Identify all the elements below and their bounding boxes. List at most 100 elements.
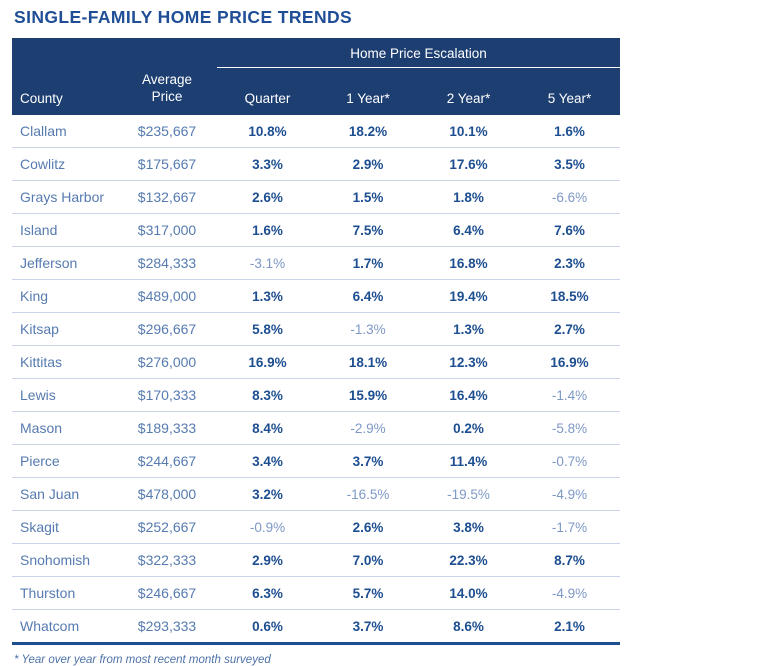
average-price-cell: $284,333	[117, 246, 217, 280]
average-price-cell: $489,000	[117, 279, 217, 313]
one-year-cell: -16.5%	[318, 477, 418, 511]
five-year-cell: -0.7%	[519, 444, 620, 478]
five-year-cell: 18.5%	[519, 279, 620, 313]
table-row-mason: Mason $189,333 8.4% -2.9% 0.2% -5.8%	[12, 411, 620, 445]
five-year-cell: 8.7%	[519, 543, 620, 577]
quarter-cell: 5.8%	[217, 312, 318, 346]
col-header-5-year: 5 Year*	[519, 67, 620, 115]
two-year-cell: 8.6%	[418, 609, 519, 645]
average-price-cell: $132,667	[117, 180, 217, 214]
one-year-cell: 3.7%	[318, 444, 418, 478]
five-year-cell: -4.9%	[519, 477, 620, 511]
col-header-average-price-label: Average Price	[141, 72, 193, 105]
one-year-cell: 6.4%	[318, 279, 418, 313]
average-price-cell: $244,667	[117, 444, 217, 478]
two-year-cell: 14.0%	[418, 576, 519, 610]
page-title: SINGLE-FAMILY HOME PRICE TRENDS	[14, 7, 353, 27]
table-row-whatcom: Whatcom $293,333 0.6% 3.7% 8.6% 2.1%	[12, 609, 620, 645]
average-price-cell: $478,000	[117, 477, 217, 511]
five-year-cell: 16.9%	[519, 345, 620, 379]
quarter-cell: 3.4%	[217, 444, 318, 478]
county-cell: San Juan	[12, 477, 117, 511]
table-row-lewis: Lewis $170,333 8.3% 15.9% 16.4% -1.4%	[12, 378, 620, 412]
table-row-thurston: Thurston $246,667 6.3% 5.7% 14.0% -4.9%	[12, 576, 620, 610]
two-year-cell: 17.6%	[418, 147, 519, 181]
average-price-cell: $170,333	[117, 378, 217, 412]
quarter-cell: 6.3%	[217, 576, 318, 610]
one-year-cell: 5.7%	[318, 576, 418, 610]
table-row-kitsap: Kitsap $296,667 5.8% -1.3% 1.3% 2.7%	[12, 312, 620, 346]
table-row-snohomish: Snohomish $322,333 2.9% 7.0% 22.3% 8.7%	[12, 543, 620, 577]
home-price-trends-table: County Average Price Home Price Escalati…	[12, 38, 620, 645]
one-year-cell: 15.9%	[318, 378, 418, 412]
average-price-cell: $252,667	[117, 510, 217, 544]
quarter-cell: 1.6%	[217, 213, 318, 247]
col-header-1-year: 1 Year*	[318, 67, 418, 115]
two-year-cell: 16.4%	[418, 378, 519, 412]
one-year-cell: -2.9%	[318, 411, 418, 445]
five-year-cell: 2.3%	[519, 246, 620, 280]
table-row-san-juan: San Juan $478,000 3.2% -16.5% -19.5% -4.…	[12, 477, 620, 511]
average-price-cell: $322,333	[117, 543, 217, 577]
table-row-island: Island $317,000 1.6% 7.5% 6.4% 7.6%	[12, 213, 620, 247]
quarter-cell: 0.6%	[217, 609, 318, 645]
quarter-cell: 16.9%	[217, 345, 318, 379]
two-year-cell: 11.4%	[418, 444, 519, 478]
five-year-cell: -5.8%	[519, 411, 620, 445]
average-price-cell: $276,000	[117, 345, 217, 379]
table-row-king: King $489,000 1.3% 6.4% 19.4% 18.5%	[12, 279, 620, 313]
average-price-cell: $296,667	[117, 312, 217, 346]
five-year-cell: 3.5%	[519, 147, 620, 181]
col-header-average-price: Average Price	[117, 38, 217, 115]
footnote: * Year over year from most recent month …	[14, 654, 271, 666]
two-year-cell: 12.3%	[418, 345, 519, 379]
one-year-cell: 18.2%	[318, 115, 418, 148]
one-year-cell: 2.9%	[318, 147, 418, 181]
two-year-cell: 0.2%	[418, 411, 519, 445]
table-body: Clallam $235,667 10.8% 18.2% 10.1% 1.6% …	[12, 115, 620, 645]
quarter-cell: 1.3%	[217, 279, 318, 313]
sub-header-row: Quarter 1 Year* 2 Year* 5 Year*	[12, 67, 620, 115]
table-row-skagit: Skagit $252,667 -0.9% 2.6% 3.8% -1.7%	[12, 510, 620, 544]
two-year-cell: 10.1%	[418, 115, 519, 148]
table-row-grays-harbor: Grays Harbor $132,667 2.6% 1.5% 1.8% -6.…	[12, 180, 620, 214]
county-cell: King	[12, 279, 117, 313]
one-year-cell: 1.5%	[318, 180, 418, 214]
county-cell: Cowlitz	[12, 147, 117, 181]
five-year-cell: 7.6%	[519, 213, 620, 247]
one-year-cell: 3.7%	[318, 609, 418, 645]
county-cell: Skagit	[12, 510, 117, 544]
quarter-cell: 10.8%	[217, 115, 318, 148]
five-year-cell: -1.7%	[519, 510, 620, 544]
county-cell: Pierce	[12, 444, 117, 478]
county-cell: Kittitas	[12, 345, 117, 379]
county-cell: Lewis	[12, 378, 117, 412]
col-header-2-year: 2 Year*	[418, 67, 519, 115]
two-year-cell: 19.4%	[418, 279, 519, 313]
county-cell: Kitsap	[12, 312, 117, 346]
quarter-cell: -3.1%	[217, 246, 318, 280]
quarter-cell: 3.2%	[217, 477, 318, 511]
quarter-cell: -0.9%	[217, 510, 318, 544]
quarter-cell: 8.4%	[217, 411, 318, 445]
county-cell: Island	[12, 213, 117, 247]
county-cell: Mason	[12, 411, 117, 445]
quarter-cell: 2.9%	[217, 543, 318, 577]
county-cell: Thurston	[12, 576, 117, 610]
five-year-cell: -6.6%	[519, 180, 620, 214]
two-year-cell: 1.3%	[418, 312, 519, 346]
group-header-row: County Average Price Home Price Escalati…	[12, 38, 620, 115]
average-price-cell: $175,667	[117, 147, 217, 181]
average-price-cell: $189,333	[117, 411, 217, 445]
county-cell: Grays Harbor	[12, 180, 117, 214]
table-row-cowlitz: Cowlitz $175,667 3.3% 2.9% 17.6% 3.5%	[12, 147, 620, 181]
two-year-cell: 1.8%	[418, 180, 519, 214]
one-year-cell: -1.3%	[318, 312, 418, 346]
county-cell: Whatcom	[12, 609, 117, 645]
five-year-cell: 2.1%	[519, 609, 620, 645]
one-year-cell: 18.1%	[318, 345, 418, 379]
table-row-jefferson: Jefferson $284,333 -3.1% 1.7% 16.8% 2.3%	[12, 246, 620, 280]
quarter-cell: 3.3%	[217, 147, 318, 181]
average-price-cell: $235,667	[117, 115, 217, 148]
